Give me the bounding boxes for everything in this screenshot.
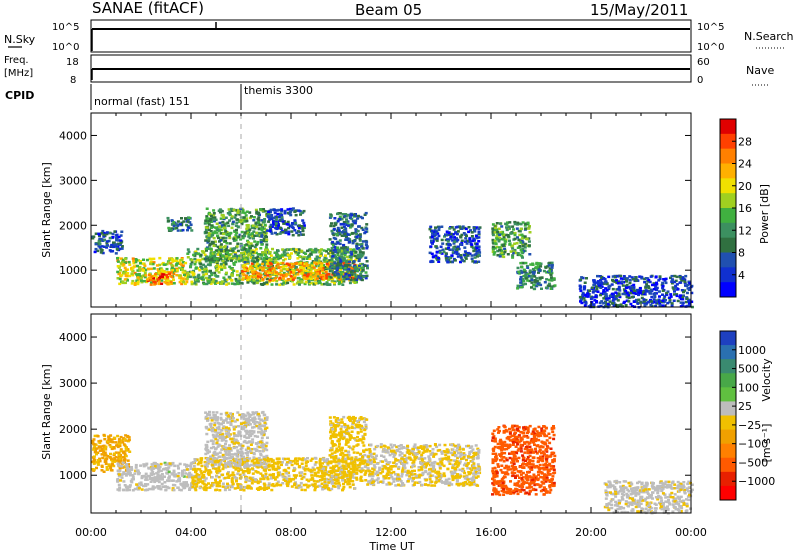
nave-tick-bottom: 0 <box>697 75 703 86</box>
x-tick-label-5: 20:00 <box>575 526 607 539</box>
cpid-label: CPID <box>5 89 34 102</box>
velocity-panel: 4000 3000 2000 1000 Slant Range [km] <box>40 314 694 515</box>
velocity-colorbar-tick-label-4: −25 <box>738 419 761 432</box>
beam-title: Beam 05 <box>355 1 422 19</box>
velocity-colorbar-tick-label-0: 1000 <box>738 344 766 357</box>
velocity-colorbar-swatch-0 <box>720 331 736 346</box>
freq-tick-bottom: 8 <box>70 75 76 86</box>
velocity-colorbar-swatch-3 <box>720 373 736 388</box>
nsearch-label: N.Search <box>744 30 794 43</box>
power-panel: 4000 3000 2000 1000 Slant Range [km] <box>40 113 694 309</box>
x-tick-label-1: 04:00 <box>175 526 207 539</box>
velocity-colorbar-swatch-7 <box>720 430 736 445</box>
x-axis-labels: 00:00 04:00 08:00 12:00 16:00 20:00 00:00 <box>75 526 707 539</box>
power-region-6 <box>204 208 269 264</box>
velocity-colorbar-swatch-2 <box>720 359 736 374</box>
power-ytick-label-3: 1000 <box>59 264 87 277</box>
velocity-colorbar-swatch-9 <box>720 458 736 473</box>
cpid-segment-1: normal (fast) 151 <box>94 95 190 108</box>
velocity-colorbar-swatch-8 <box>720 444 736 459</box>
freq-tick-top: 18 <box>66 57 79 68</box>
power-colorbar-tick-label-6: 4 <box>738 269 745 282</box>
x-tick-label-0: 00:00 <box>75 526 107 539</box>
velocity-colorbar-tick-label-3: 25 <box>738 400 752 413</box>
velocity-colorbar-swatch-6 <box>720 416 736 431</box>
x-tick-label-2: 08:00 <box>275 526 307 539</box>
power-ytick-label-0: 4000 <box>59 129 87 142</box>
power-colorbar-swatch-9 <box>720 253 736 268</box>
velocity-ytick-label-2: 2000 <box>59 423 87 436</box>
power-colorbar-swatch-5 <box>720 193 736 208</box>
power-colorbar-swatch-3 <box>720 164 736 179</box>
date-title: 15/May/2011 <box>590 1 688 19</box>
power-colorbar-swatch-11 <box>720 282 736 297</box>
nsearch-tick-top: 10^5 <box>697 22 724 33</box>
x-tick-label-6: 00:00 <box>675 526 707 539</box>
velocity-colorbar-swatch-10 <box>720 472 736 487</box>
velocity-colorbar-label: Velocity <box>760 358 773 402</box>
power-ytick-label-1: 3000 <box>59 174 87 187</box>
power-y-label: Slant Range [km] <box>40 162 53 258</box>
x-axis-title: Time UT <box>368 540 414 553</box>
nsky-label: N.Sky <box>4 33 36 46</box>
power-colorbar-tick-label-5: 8 <box>738 247 745 260</box>
power-colorbar-tick-label-3: 16 <box>738 202 752 215</box>
x-tick-label-3: 12:00 <box>375 526 407 539</box>
velocity-colorbar-unit: [m s⁻¹] <box>760 424 773 463</box>
velocity-colorbar-tick-label-7: −1000 <box>738 475 775 488</box>
nave-tick-top: 60 <box>697 57 710 68</box>
velocity-ytick-label-1: 3000 <box>59 377 87 390</box>
freq-label-1: Freq. <box>4 55 29 66</box>
power-colorbar-tick-label-2: 20 <box>738 180 752 193</box>
velocity-ytick-label-3: 1000 <box>59 469 87 482</box>
velocity-colorbar-tick-label-1: 500 <box>738 363 759 376</box>
power-colorbar-label: Power [dB] <box>758 184 771 244</box>
power-ytick-label-2: 2000 <box>59 219 87 232</box>
velocity-colorbar-tick-label-2: 100 <box>738 381 759 394</box>
power-colorbar-tick-label-4: 12 <box>738 224 752 237</box>
velocity-colorbar-swatch-1 <box>720 345 736 360</box>
freq-label-2: [MHz] <box>4 68 33 79</box>
nave-label: Nave <box>746 64 774 77</box>
nsky-strip-frame <box>91 20 691 52</box>
power-colorbar-swatch-0 <box>720 119 736 134</box>
power-colorbar: 28 24 20 16 12 8 4 <box>720 119 752 298</box>
nsearch-tick-bottom: 10^0 <box>697 42 724 53</box>
velocity-colorbar-swatch-11 <box>720 486 736 501</box>
velocity-y-label: Slant Range [km] <box>40 364 53 460</box>
station-title: SANAE (fitACF) <box>92 0 204 17</box>
x-tick-label-4: 16:00 <box>475 526 507 539</box>
power-colorbar-tick-label-1: 24 <box>738 158 752 171</box>
power-colorbar-swatch-6 <box>720 208 736 223</box>
power-colorbar-swatch-2 <box>720 149 736 164</box>
power-colorbar-swatch-8 <box>720 238 736 253</box>
nsky-tick-bottom: 10^0 <box>52 42 79 53</box>
velocity-colorbar-swatch-5 <box>720 401 736 416</box>
velocity-colorbar-swatch-4 <box>720 387 736 402</box>
nsky-tick-top: 10^5 <box>52 22 79 33</box>
velocity-ytick-label-0: 4000 <box>59 331 87 344</box>
cpid-segment-2: themis 3300 <box>244 84 313 97</box>
power-colorbar-tick-label-0: 28 <box>738 135 752 148</box>
